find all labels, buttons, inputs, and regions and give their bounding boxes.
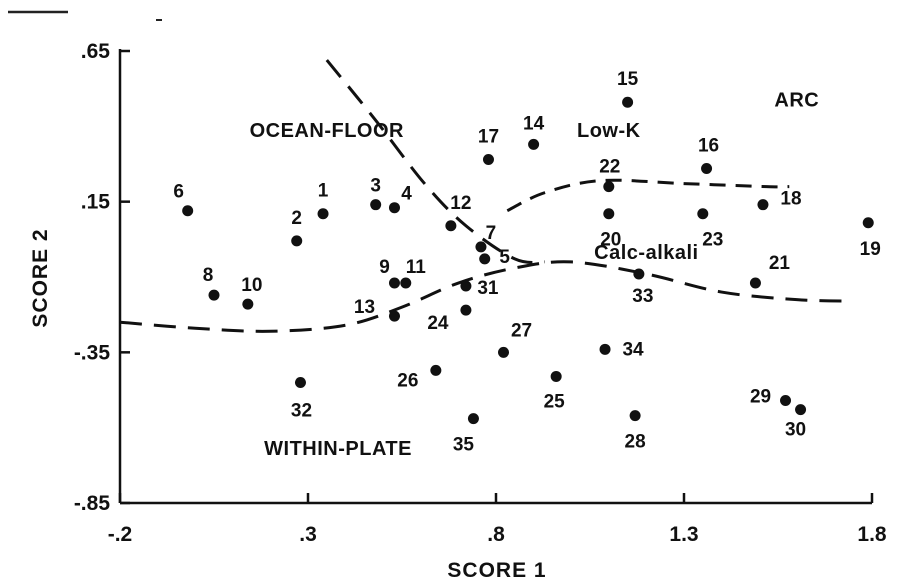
- data-point-26: [430, 364, 442, 376]
- point-label: 24: [427, 313, 449, 334]
- point-label: 17: [478, 126, 499, 147]
- x-tick-label: .3: [299, 523, 317, 546]
- point-label: 26: [397, 370, 418, 391]
- data-point-29: [780, 395, 792, 407]
- point-label: 27: [511, 320, 532, 341]
- y-tick-label: -.85: [74, 492, 111, 515]
- data-point-10: [242, 298, 254, 310]
- data-point-33: [633, 268, 645, 280]
- data-point-7: [475, 241, 487, 253]
- point-label: 28: [625, 432, 646, 453]
- data-point-1: [317, 208, 329, 220]
- point-label: 31: [477, 278, 499, 299]
- scan-artifacts: [8, 10, 162, 21]
- point-label: 18: [780, 189, 801, 210]
- x-tick-label: 1.8: [857, 523, 887, 546]
- axes: -.2 .3 .8 1.3 1.8 -.85 -.35 .15 .65: [74, 40, 887, 546]
- data-point-15: [622, 96, 634, 108]
- y-tick-label: .15: [81, 191, 111, 214]
- point-label: 3: [370, 176, 381, 197]
- data-point-32: [294, 376, 306, 388]
- region-labels: OCEAN-FLOOR Low-K ARC Calc-alkali WITHIN-PLA…: [250, 90, 819, 460]
- region-label: OCEAN-FLOOR: [250, 120, 404, 142]
- axis-titles: SCORE 1 SCORE 2: [29, 228, 546, 582]
- point-label: 6: [173, 182, 184, 203]
- point-label: 8: [203, 265, 214, 286]
- region-label: WITHIN-PLATE: [264, 438, 412, 460]
- x-tick-label: .8: [487, 523, 505, 546]
- point-label: 14: [523, 113, 545, 134]
- point-label: 23: [702, 230, 723, 251]
- data-point-14: [528, 138, 540, 150]
- data-point-3: [370, 199, 382, 211]
- data-point-8: [208, 289, 220, 301]
- point-label: 19: [860, 239, 881, 260]
- region-label: Low-K: [577, 120, 641, 142]
- data-point-31: [460, 280, 472, 292]
- data-point-24: [460, 304, 472, 316]
- region-label: ARC: [774, 90, 819, 112]
- point-label: 10: [241, 275, 262, 296]
- point-label: 21: [769, 253, 791, 274]
- data-point-6: [182, 205, 194, 217]
- point-label: 29: [750, 387, 771, 408]
- data-point-35: [467, 413, 479, 425]
- data-point-2: [291, 235, 303, 247]
- point-label: 12: [450, 193, 471, 214]
- data-point-19: [862, 217, 874, 229]
- data-point-11: [400, 277, 412, 289]
- data-point-20: [603, 208, 615, 220]
- point-label: 15: [617, 69, 639, 90]
- y-tick-label: .65: [81, 40, 111, 63]
- x-tick-label: 1.3: [669, 523, 698, 546]
- point-label: 22: [599, 157, 620, 178]
- point-label: 33: [632, 286, 653, 307]
- data-point-30: [795, 404, 807, 416]
- data-point-27: [498, 346, 510, 358]
- data-point-9: [388, 277, 400, 289]
- point-label: 32: [291, 400, 312, 421]
- point-label: 25: [544, 391, 566, 412]
- y-tick-label: -.35: [74, 341, 111, 364]
- point-label: 13: [354, 297, 375, 318]
- field-boundaries: [119, 59, 854, 333]
- data-point-22: [603, 181, 615, 193]
- data-point-13: [388, 310, 400, 322]
- point-label: 5: [499, 247, 510, 268]
- point-label: 35: [453, 435, 475, 456]
- point-label: 20: [600, 230, 621, 251]
- region-label: Calc-alkali: [594, 242, 698, 264]
- data-point-25: [550, 370, 562, 382]
- y-axis-title: SCORE 2: [29, 228, 52, 327]
- point-label: 34: [622, 339, 644, 360]
- point-label: 11: [406, 257, 427, 278]
- field-boundary-line: [506, 178, 790, 213]
- point-label: 7: [486, 223, 497, 244]
- data-point-34: [599, 343, 611, 355]
- point-label: 4: [401, 184, 412, 205]
- point-label: 9: [379, 257, 390, 278]
- data-point-17: [482, 153, 494, 165]
- data-point-21: [749, 277, 761, 289]
- data-point-12: [445, 220, 457, 232]
- data-point-18: [757, 199, 769, 211]
- point-label: 2: [291, 208, 302, 229]
- data-point-23: [697, 208, 709, 220]
- data-point-5: [479, 253, 491, 265]
- point-label: 16: [698, 136, 719, 157]
- x-tick-label: -.2: [108, 523, 133, 546]
- x-axis-title: SCORE 1: [447, 559, 546, 582]
- field-boundary-line: [325, 59, 546, 264]
- data-point-28: [629, 410, 641, 422]
- data-point-16: [701, 163, 713, 175]
- point-label: 30: [785, 420, 806, 441]
- field-boundary-line: [119, 260, 854, 333]
- data-point-4: [388, 202, 400, 214]
- point-label: 1: [318, 181, 329, 202]
